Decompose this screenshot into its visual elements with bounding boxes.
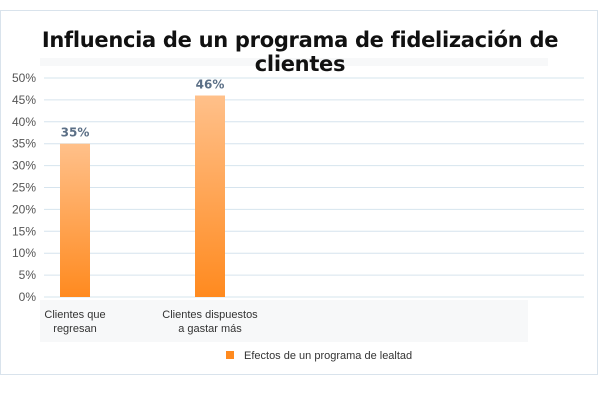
legend: Efectos de un programa de lealtad bbox=[226, 350, 412, 362]
x-category-label: Clientes que bbox=[44, 309, 105, 321]
x-category-label: a gastar más bbox=[178, 323, 242, 335]
x-axis-categories: Clientes que regresan Clientes dispuestos a… bbox=[40, 300, 528, 342]
y-tick-label: 40% bbox=[12, 115, 36, 129]
data-label: 46% bbox=[196, 78, 225, 92]
y-tick-label: 10% bbox=[12, 246, 36, 260]
y-tick-label: 45% bbox=[12, 93, 36, 107]
bar bbox=[195, 95, 225, 298]
y-tick-label: 25% bbox=[12, 181, 36, 195]
legend-swatch bbox=[226, 351, 234, 359]
y-tick-label: 35% bbox=[12, 137, 36, 151]
data-label: 35% bbox=[61, 126, 90, 140]
title-band bbox=[40, 58, 548, 66]
legend-label: Efectos de un programa de lealtad bbox=[244, 350, 412, 362]
y-tick-label: 15% bbox=[12, 224, 36, 238]
gridlines bbox=[44, 77, 584, 298]
y-axis-ticks: 0% 5% 10% 15% 20% 25% 30% 35% 40% 45% 50% bbox=[12, 71, 36, 304]
bar bbox=[60, 143, 90, 297]
x-category-label: Clientes dispuestos bbox=[162, 309, 258, 321]
bars bbox=[60, 95, 225, 298]
category-band bbox=[40, 300, 528, 342]
y-tick-label: 5% bbox=[19, 268, 37, 282]
chart-title: Influencia de un programa de fidelizació… bbox=[41, 28, 559, 76]
y-tick-label: 30% bbox=[12, 159, 36, 173]
y-tick-label: 50% bbox=[12, 71, 36, 85]
data-labels: 35% 46% bbox=[61, 78, 225, 140]
x-category-label: regresan bbox=[53, 323, 96, 335]
y-tick-label: 20% bbox=[12, 202, 36, 216]
y-tick-label: 0% bbox=[19, 290, 37, 304]
